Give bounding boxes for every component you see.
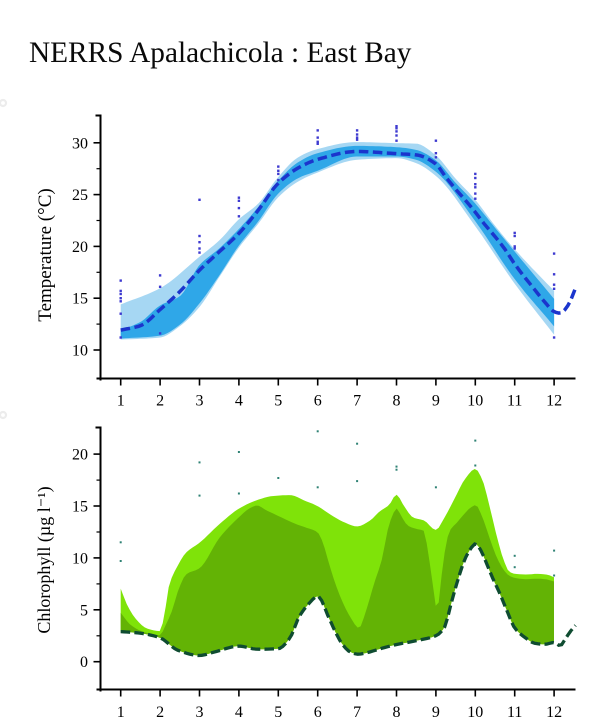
svg-text:10: 10: [72, 550, 88, 567]
svg-text:3: 3: [196, 393, 204, 410]
svg-text:1: 1: [117, 393, 125, 410]
svg-text:15: 15: [72, 291, 88, 308]
svg-text:2: 2: [156, 393, 164, 410]
svg-text:20: 20: [72, 447, 88, 464]
svg-text:1: 1: [117, 704, 125, 721]
svg-text:4: 4: [235, 393, 243, 410]
svg-text:9: 9: [432, 393, 440, 410]
svg-text:5: 5: [80, 602, 88, 619]
svg-text:20: 20: [72, 239, 88, 256]
svg-text:8: 8: [393, 704, 401, 721]
svg-text:10: 10: [467, 393, 483, 410]
svg-text:30: 30: [72, 135, 88, 152]
svg-text:4: 4: [235, 704, 243, 721]
svg-text:6: 6: [314, 393, 322, 410]
svg-text:Chlorophyll (µg l⁻¹): Chlorophyll (µg l⁻¹): [34, 486, 55, 633]
svg-text:5: 5: [274, 393, 282, 410]
svg-text:3: 3: [196, 704, 204, 721]
svg-text:8: 8: [393, 393, 401, 410]
svg-text:5: 5: [274, 704, 282, 721]
svg-text:7: 7: [353, 704, 361, 721]
svg-text:15: 15: [72, 499, 88, 516]
svg-text:NERRS Apalachicola : East Bay: NERRS Apalachicola : East Bay: [29, 37, 412, 69]
svg-text:10: 10: [72, 343, 88, 360]
svg-text:10: 10: [467, 704, 483, 721]
svg-text:2: 2: [156, 704, 164, 721]
svg-text:12: 12: [546, 393, 562, 410]
svg-text:0: 0: [80, 654, 88, 671]
svg-text:6: 6: [314, 704, 322, 721]
svg-text:9: 9: [432, 704, 440, 721]
svg-text:Temperature (°C): Temperature (°C): [35, 188, 56, 321]
svg-text:7: 7: [353, 393, 361, 410]
svg-text:12: 12: [546, 704, 562, 721]
svg-text:11: 11: [507, 704, 522, 721]
svg-text:25: 25: [72, 187, 88, 204]
svg-text:11: 11: [507, 393, 522, 410]
